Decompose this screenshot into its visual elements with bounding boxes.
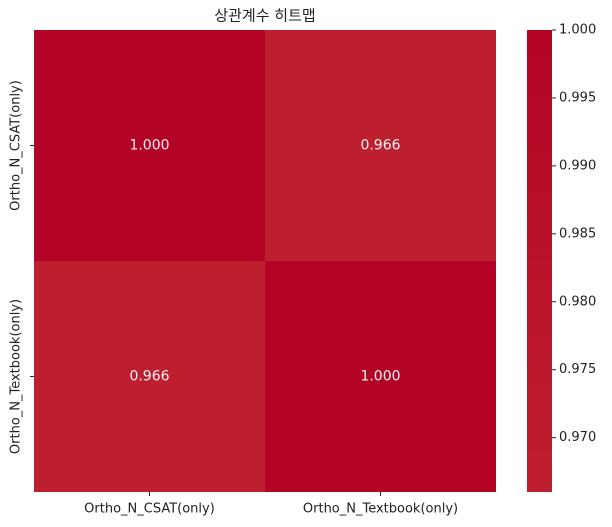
colorbar-tick-label: 0.980 [559,294,596,309]
colorbar-tick-label: 0.975 [559,362,596,377]
cell-label: 1.000 [129,138,169,154]
x-tick-label: Ortho_N_CSAT(only) [84,502,215,517]
colorbar-tick-label: 0.985 [559,226,596,241]
cell-label: 1.000 [360,369,400,385]
colorbar-tick-label: 0.990 [559,158,596,173]
cell-label: 0.966 [129,369,169,385]
heatmap-cell [34,30,265,261]
y-tick-label: Ortho_N_CSAT(only) [9,80,24,211]
cell-label: 0.966 [360,138,400,154]
x-tick-label: Ortho_N_Textbook(only) [303,502,458,517]
heatmap-cell [265,261,496,492]
colorbar-tick-label: 1.000 [559,23,596,38]
heatmap-cell [34,261,265,492]
colorbar-tick-label: 0.995 [559,90,596,105]
chart-title: 상관계수 히트맵 [214,7,315,25]
colorbar [527,30,552,492]
heatmap-cell [265,30,496,261]
y-tick-label: Ortho_N_Textbook(only) [9,299,24,454]
colorbar-tick-label: 0.970 [559,430,596,445]
